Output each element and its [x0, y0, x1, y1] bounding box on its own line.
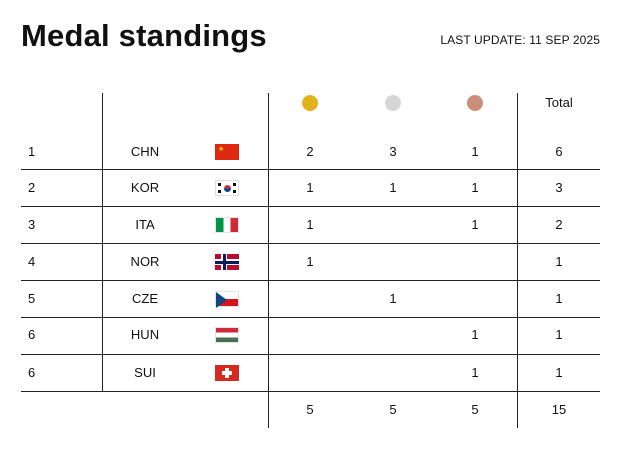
- silver-total: 5: [389, 402, 397, 417]
- rank-cell: 2: [28, 180, 36, 195]
- italy-flag-icon: [215, 217, 239, 233]
- silver-count: 3: [389, 144, 397, 159]
- total-count: 1: [555, 291, 563, 306]
- rank-cell: 6: [28, 365, 36, 380]
- bronze-total: 5: [471, 402, 479, 417]
- south-korea-flag-icon: [215, 180, 239, 196]
- bronze-medal-icon: [467, 95, 483, 111]
- total-count: 2: [555, 217, 563, 232]
- country-code: SUI: [134, 365, 156, 380]
- silver-count: 1: [389, 180, 397, 195]
- row-divider: [21, 280, 600, 281]
- bronze-count: 1: [471, 365, 479, 380]
- row-divider: [21, 354, 600, 355]
- rank-cell: 6: [28, 327, 36, 342]
- china-flag-icon: ★: [215, 144, 239, 160]
- grand-total: 15: [551, 402, 567, 417]
- rank-cell: 1: [28, 144, 36, 159]
- country-code: KOR: [130, 180, 160, 195]
- row-divider: [21, 206, 600, 207]
- total-count: 6: [555, 144, 563, 159]
- divider-total-left: [517, 93, 518, 428]
- gold-count: 1: [306, 254, 314, 269]
- silver-count: 1: [389, 291, 397, 306]
- country-code: NOR: [130, 254, 160, 269]
- gold-count: 1: [306, 217, 314, 232]
- total-column-header: Total: [545, 95, 573, 110]
- gold-count: 1: [306, 180, 314, 195]
- norway-flag-icon: [215, 254, 239, 270]
- country-code: ITA: [135, 217, 155, 232]
- rank-cell: 4: [28, 254, 36, 269]
- total-count: 3: [555, 180, 563, 195]
- total-count: 1: [555, 365, 563, 380]
- row-divider: [21, 317, 600, 318]
- row-divider: [21, 169, 600, 170]
- total-count: 1: [555, 327, 563, 342]
- divider-medals-left: [268, 93, 269, 428]
- page-title: Medal standings: [21, 18, 267, 53]
- rank-cell: 5: [28, 291, 36, 306]
- country-code: CZE: [132, 291, 158, 306]
- gold-total: 5: [306, 402, 314, 417]
- rank-cell: 3: [28, 217, 36, 232]
- total-count: 1: [555, 254, 563, 269]
- country-code: HUN: [130, 327, 160, 342]
- last-update-label: LAST UPDATE: 11 SEP 2025: [440, 33, 600, 47]
- gold-medal-icon: [302, 95, 318, 111]
- gold-count: 2: [306, 144, 314, 159]
- bronze-count: 1: [471, 327, 479, 342]
- switzerland-flag-icon: [215, 365, 239, 381]
- bronze-count: 1: [471, 180, 479, 195]
- czechia-flag-icon: [215, 291, 239, 308]
- divider-country-left: [102, 93, 103, 391]
- bronze-count: 1: [471, 144, 479, 159]
- row-divider: [21, 243, 600, 244]
- hungary-flag-icon: [215, 327, 239, 343]
- silver-medal-icon: [385, 95, 401, 111]
- country-code: CHN: [130, 144, 160, 159]
- bronze-count: 1: [471, 217, 479, 232]
- row-divider: [21, 391, 600, 392]
